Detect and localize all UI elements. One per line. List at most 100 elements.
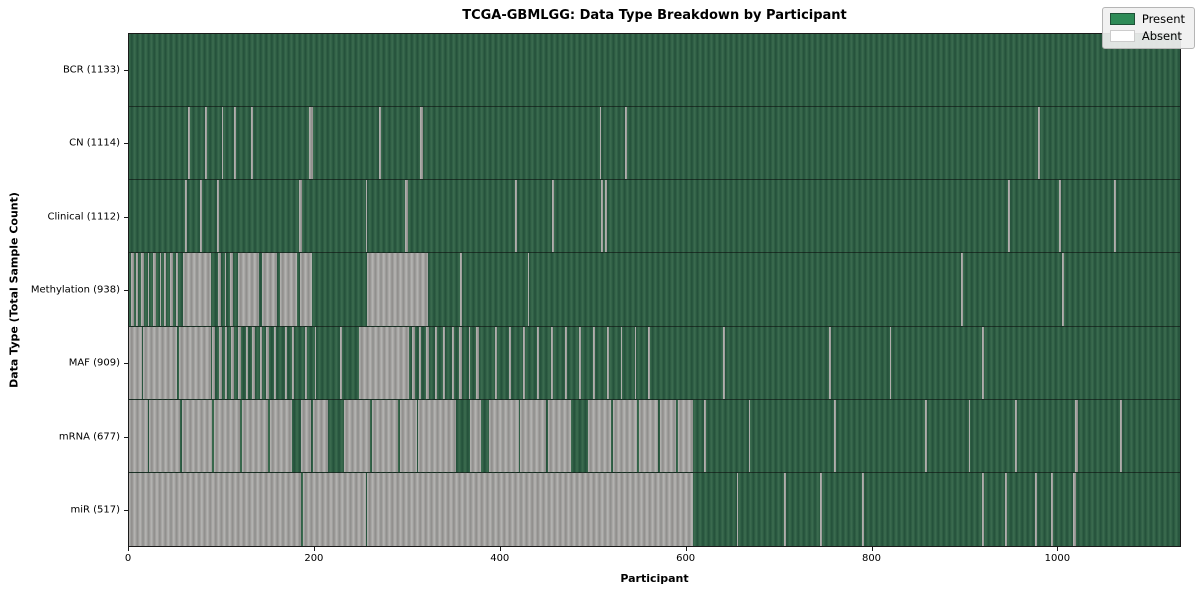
absent-segment (488, 399, 519, 472)
x-tick-mark (871, 547, 873, 551)
heatmap-row-CN (129, 107, 1180, 181)
absent-segment (217, 180, 219, 253)
absent-segment (142, 326, 178, 399)
heatmap-row-Clinical (129, 180, 1180, 254)
absent-segment (1114, 180, 1116, 253)
plot-area (128, 33, 1181, 547)
absent-segment (367, 472, 693, 546)
heatmap-row-Methylation (129, 253, 1180, 327)
absent-segment (259, 326, 262, 399)
absent-segment (1062, 253, 1065, 326)
absent-segment (305, 326, 308, 399)
absent-segment (606, 326, 609, 399)
absent-segment (273, 326, 277, 399)
absent-segment (527, 253, 529, 326)
absent-segment (1008, 180, 1011, 253)
absent-segment (475, 326, 479, 399)
y-tick-mark (124, 143, 128, 145)
absent-segment (153, 253, 156, 326)
absent-segment (639, 399, 658, 472)
absent-segment (218, 253, 221, 326)
absent-segment (509, 326, 512, 399)
absent-segment (924, 399, 927, 472)
absent-segment (314, 326, 317, 399)
absent-segment (129, 399, 148, 472)
absent-segment (411, 326, 415, 399)
absent-segment (252, 326, 256, 399)
x-tick-mark (685, 547, 687, 551)
absent-segment (523, 326, 526, 399)
absent-segment (141, 253, 144, 326)
heatmap-row-miR (129, 472, 1180, 546)
absent-segment (982, 326, 985, 399)
x-tick-mark (1057, 547, 1059, 551)
absent-segment (678, 399, 693, 472)
absent-segment (451, 326, 454, 399)
absent-segment (748, 399, 751, 472)
absent-segment (224, 253, 227, 326)
absent-segment (1051, 472, 1053, 546)
absent-segment (230, 253, 233, 326)
x-tick-mark (499, 547, 501, 551)
absent-segment (1059, 180, 1062, 253)
absent-segment (269, 399, 293, 472)
absent-segment (520, 399, 547, 472)
x-axis-label: Participant (620, 572, 689, 585)
absent-segment (1004, 472, 1007, 546)
absent-segment (379, 107, 382, 180)
absent-segment (399, 399, 417, 472)
absent-segment (212, 326, 216, 399)
heatmap-row-BCR (129, 34, 1180, 108)
absent-segment (470, 399, 482, 472)
absent-segment (231, 326, 234, 399)
absent-segment (578, 326, 581, 399)
absent-segment (613, 399, 638, 472)
absent-segment (200, 180, 203, 253)
absent-segment (149, 399, 181, 472)
absent-segment (214, 399, 241, 472)
absent-segment (537, 326, 539, 399)
absent-segment (548, 399, 571, 472)
x-tick-label-0: 0 (124, 553, 132, 564)
absent-segment (833, 399, 836, 472)
absent-segment (303, 472, 366, 546)
absent-segment (634, 326, 637, 399)
absent-segment (300, 399, 311, 472)
absent-segment (435, 326, 437, 399)
absent-segment (372, 399, 398, 472)
absent-segment (1014, 399, 1017, 472)
absent-segment (179, 326, 211, 399)
absent-segment (181, 399, 213, 472)
absent-segment (460, 253, 462, 326)
y-tick-mark (124, 436, 128, 438)
absent-segment (344, 399, 371, 472)
absent-segment (648, 326, 651, 399)
heatmap-row-mRNA (129, 399, 1180, 473)
legend-entry-present: Present (1109, 13, 1185, 25)
absent-segment (188, 107, 191, 180)
absent-segment (129, 326, 142, 399)
absent-segment (442, 326, 446, 399)
absent-segment (184, 180, 187, 253)
absent-segment (221, 107, 223, 180)
y-tick-mark (124, 363, 128, 365)
absent-segment (600, 107, 602, 180)
absent-segment (261, 253, 278, 326)
heatmap-row-MAF (129, 326, 1180, 400)
absent-segment (459, 326, 463, 399)
absent-swatch-icon (1109, 30, 1135, 42)
absent-segment (736, 472, 739, 546)
legend-absent-label: Absent (1141, 29, 1182, 43)
absent-segment (159, 253, 162, 326)
absent-segment (176, 253, 179, 326)
y-tick-label-CN: CN (1114) (69, 137, 120, 149)
y-tick-label-Clinical: Clinical (1112) (47, 211, 121, 223)
absent-segment (604, 180, 607, 253)
absent-segment (982, 472, 985, 546)
absent-segment (242, 399, 269, 472)
x-tick-mark (313, 547, 315, 551)
absent-segment (1038, 107, 1040, 180)
absent-segment (514, 180, 517, 253)
absent-segment (280, 253, 297, 326)
